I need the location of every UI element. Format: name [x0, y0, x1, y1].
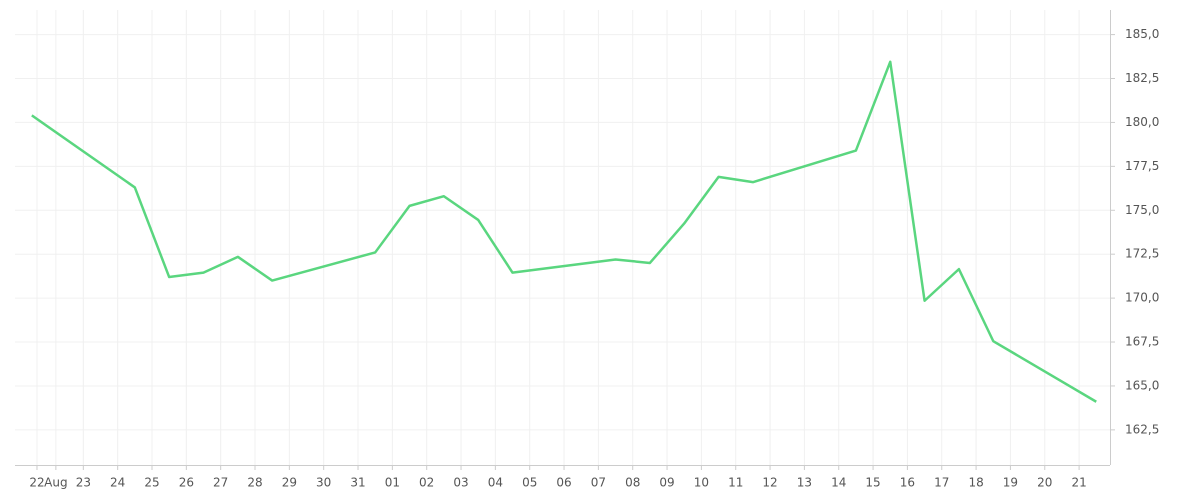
x-tick-label: 21 [1071, 476, 1086, 490]
x-tick-label: 23 [76, 476, 91, 490]
x-tick-label: 14 [831, 476, 846, 490]
x-tick-label: 09 [659, 476, 674, 490]
x-tick-label: 15 [865, 476, 880, 490]
x-tick-label: 05 [522, 476, 537, 490]
x-tick-label: 31 [350, 476, 365, 490]
x-tick-label: 08 [625, 476, 640, 490]
x-tick-label: 27 [213, 476, 228, 490]
line [31, 60, 1097, 403]
y-tick-label: 165,0 [1125, 378, 1159, 392]
y-tick-label: 175,0 [1125, 203, 1159, 217]
x-tick-label: 18 [968, 476, 983, 490]
x-tick-label: 04 [488, 476, 503, 490]
x-tick-label: 13 [797, 476, 812, 490]
x-tick-label: 11 [728, 476, 743, 490]
x-tick-label: 07 [591, 476, 606, 490]
x-tick-label: 24 [110, 476, 125, 490]
x-tick-label: 02 [419, 476, 434, 490]
x-tick-label: 01 [385, 476, 400, 490]
x-tick-label: 29 [282, 476, 297, 490]
x-tick-label: 20 [1037, 476, 1052, 490]
x-tick-label: 26 [179, 476, 194, 490]
x-tick-label: 12 [762, 476, 777, 490]
x-tick-label: 19 [1003, 476, 1018, 490]
y-tick-label: 167,5 [1125, 335, 1159, 349]
x-tick-label: 22 [29, 476, 44, 490]
y-tick-label: 170,0 [1125, 291, 1159, 305]
y-tick-label: 185,0 [1125, 27, 1159, 41]
y-tick-label: 182,5 [1125, 71, 1159, 85]
x-tick-label: 17 [934, 476, 949, 490]
x-tick-label: 30 [316, 476, 331, 490]
y-tick-label: 162,5 [1125, 422, 1159, 436]
y-tick-label: 177,5 [1125, 159, 1159, 173]
x-tick-label: 16 [900, 476, 915, 490]
x-tick-label: Aug [44, 476, 67, 490]
x-tick-label: 06 [556, 476, 571, 490]
y-tick-label: 180,0 [1125, 115, 1159, 129]
x-tick-label: 10 [694, 476, 709, 490]
x-tick-label: 25 [144, 476, 159, 490]
x-tick-label: 28 [247, 476, 262, 490]
x-tick-label: 03 [453, 476, 468, 490]
y-tick-label: 172,5 [1125, 247, 1159, 261]
